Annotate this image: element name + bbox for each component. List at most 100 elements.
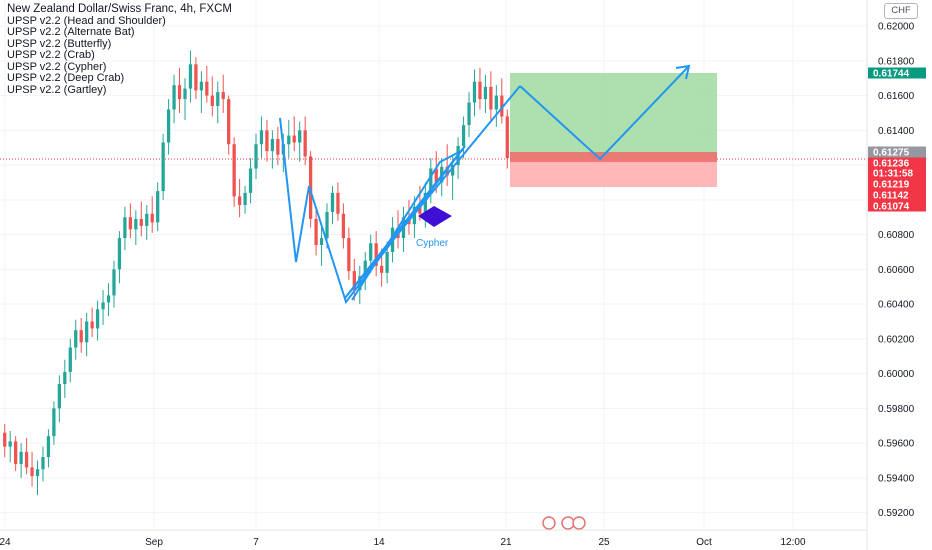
candle-body	[374, 243, 378, 266]
y-tick-label: 0.60200	[878, 334, 915, 345]
y-tick-label: 0.59600	[878, 439, 915, 450]
price-tag-bg	[868, 146, 926, 158]
candle-body	[385, 251, 389, 273]
indicator-label[interactable]: UPSP v2.2 (Head and Shoulder)	[7, 14, 166, 27]
cypher-diamond	[418, 206, 452, 227]
candle-body	[483, 86, 488, 100]
candle-body	[451, 165, 455, 176]
candle-body	[467, 102, 471, 126]
indicator-label[interactable]: UPSP v2.2 (Butterfly)	[7, 37, 112, 50]
currency-button[interactable]: CHF	[884, 3, 918, 19]
price-tag: 0.61236	[868, 157, 926, 170]
y-tick-label: 0.60600	[878, 265, 915, 276]
candle-body	[74, 330, 78, 348]
y-tick-label: 0.59200	[878, 508, 915, 519]
candle-body	[341, 213, 346, 239]
candle-body	[101, 302, 105, 310]
price-tag: 0.61219	[868, 178, 926, 191]
candle-body	[8, 441, 12, 447]
y-tick-label: 0.61600	[878, 91, 915, 102]
candle-body	[41, 457, 45, 470]
event-icon[interactable]	[561, 516, 575, 530]
indicator-label[interactable]: UPSP v2.2 (Alternate Bat)	[7, 26, 135, 38]
event-icon[interactable]	[542, 516, 556, 530]
indicator-label[interactable]: UPSP v2.2 (Cypher)	[7, 60, 107, 73]
candle-body	[194, 64, 198, 91]
candle-body	[183, 88, 187, 100]
price-axis[interactable]: 0.620000.618000.616000.614000.612000.610…	[878, 22, 915, 520]
indicator-label[interactable]: UPSP v2.2 (Deep Crab)	[7, 72, 125, 84]
indicator-label[interactable]: UPSP v2.2 (Crab)	[7, 49, 95, 61]
candle-body	[216, 92, 220, 106]
candle-body	[172, 85, 176, 110]
event-markers[interactable]	[542, 516, 586, 530]
cypher-outer-line	[351, 149, 464, 301]
candle-body	[205, 81, 209, 96]
x-tick-label: 14	[373, 537, 385, 548]
candle-body	[63, 371, 67, 385]
candle-body	[123, 217, 127, 239]
candle-body	[352, 271, 356, 291]
candle-body	[336, 192, 340, 214]
horizontal-gridlines	[0, 25, 867, 514]
indicator-label[interactable]: UPSP v2.2 (Gartley)	[7, 83, 107, 96]
price-tag-bg	[868, 157, 926, 169]
candle-body	[128, 217, 133, 230]
candle-body	[287, 135, 291, 145]
time-axis[interactable]: 24 Sep 7 14 21 25 Oct 12:00	[0, 537, 806, 548]
price-tag: 0.61744	[868, 67, 926, 80]
y-tick-label: 0.59800	[878, 404, 915, 415]
candle-body	[369, 243, 373, 261]
candle-body	[85, 321, 89, 343]
price-tag: 0.61275	[868, 146, 926, 159]
price-tag-label: 0.61275	[873, 148, 910, 159]
y-tick-label: 0.61400	[878, 126, 915, 137]
harmonic-pattern: Cypher	[279, 85, 521, 305]
candle-body	[319, 238, 324, 246]
y-tick-label: 0.59400	[878, 473, 915, 484]
x-tick-label: 21	[500, 537, 512, 548]
price-tag-bg	[868, 67, 926, 79]
candle-body	[227, 99, 231, 145]
candle-body	[489, 86, 493, 110]
candle-body	[199, 81, 204, 91]
candle-body	[46, 436, 51, 458]
candle-body	[156, 191, 160, 223]
position-tool[interactable]	[510, 73, 717, 187]
price-tags: 0.617440.612750.6123601:31:580.612190.61…	[868, 67, 926, 213]
candle-body	[134, 218, 138, 230]
candle-body	[210, 95, 214, 106]
candle-body	[166, 109, 171, 143]
candle-body	[429, 168, 433, 193]
candle-body	[298, 130, 302, 143]
chart-legend: New Zealand Dollar/Swiss Franc, 4h, FXCM…	[7, 3, 232, 96]
candle-body	[112, 269, 116, 296]
candle-body	[478, 81, 482, 100]
candle-body	[161, 142, 165, 192]
y-tick-label: 0.60800	[878, 230, 915, 241]
candle-body	[106, 295, 111, 303]
price-tag-label: 0.61219	[873, 180, 910, 191]
candle-body	[434, 168, 438, 183]
candle-body	[276, 139, 280, 155]
price-tag-bg	[868, 178, 926, 190]
cypher-label: Cypher	[416, 238, 449, 249]
x-tick-label: 7	[253, 537, 259, 548]
candle-body	[325, 212, 329, 239]
candle-body	[445, 166, 449, 176]
candle-body	[243, 192, 247, 206]
candle-body	[221, 92, 225, 100]
event-icon[interactable]	[572, 516, 586, 530]
candle-body	[232, 144, 236, 197]
price-tag-label: 0.61142	[873, 191, 909, 202]
x-tick-label: 12:00	[780, 537, 805, 548]
projection-line	[519, 66, 689, 161]
x-tick-label: 24	[0, 537, 11, 548]
candle-body	[254, 144, 258, 169]
symbol-title[interactable]: New Zealand Dollar/Swiss Franc, 4h, FXCM	[7, 3, 232, 15]
candle-body	[505, 116, 509, 159]
y-tick-label: 0.61800	[878, 56, 915, 67]
candle-body	[139, 218, 143, 226]
price-tag-bg	[868, 200, 926, 212]
